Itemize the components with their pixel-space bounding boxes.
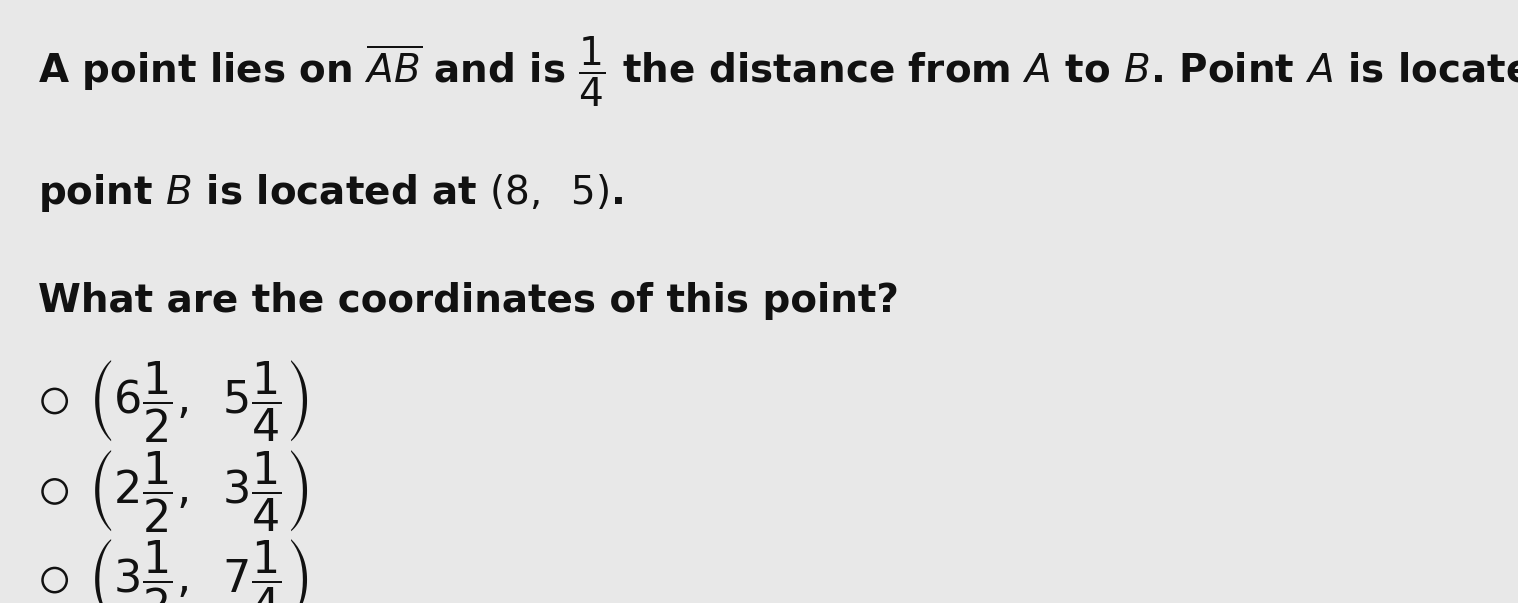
Text: What are the coordinates of this point?: What are the coordinates of this point?	[38, 282, 899, 321]
Text: $\left(2\dfrac{1}{2},\;\; 3\dfrac{1}{4}\right)$: $\left(2\dfrac{1}{2},\;\; 3\dfrac{1}{4}\…	[88, 449, 308, 534]
Text: A point lies on $\overline{AB}$ and is $\dfrac{1}{4}$ the distance from $A$ to $: A point lies on $\overline{AB}$ and is $…	[38, 36, 1518, 109]
Text: point $B$ is located at $\left(8,\;\; 5\right)$.: point $B$ is located at $\left(8,\;\; 5\…	[38, 172, 624, 214]
Text: $\left(6\dfrac{1}{2},\;\; 5\dfrac{1}{4}\right)$: $\left(6\dfrac{1}{2},\;\; 5\dfrac{1}{4}\…	[88, 358, 308, 444]
Text: $\left(3\dfrac{1}{2},\;\; 7\dfrac{1}{4}\right)$: $\left(3\dfrac{1}{2},\;\; 7\dfrac{1}{4}\…	[88, 537, 308, 603]
